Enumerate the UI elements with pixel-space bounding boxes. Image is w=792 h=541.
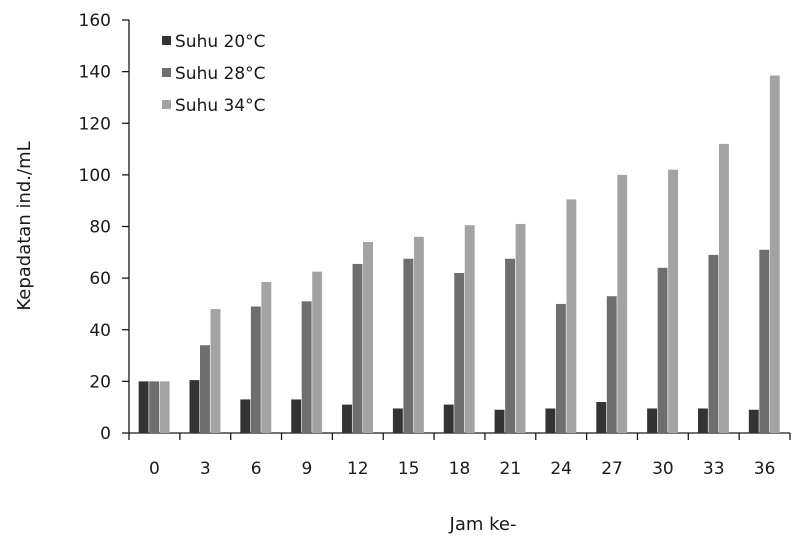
bar-s1-27 bbox=[606, 296, 617, 433]
legend: Suhu 20°C Suhu 28°C Suhu 34°C bbox=[162, 32, 266, 116]
x-tick-label: 27 bbox=[601, 459, 623, 479]
x-tick-label: 12 bbox=[347, 459, 369, 479]
y-tick-label: 100 bbox=[79, 166, 111, 186]
bar-s0-6 bbox=[240, 399, 251, 433]
bar-s2-12 bbox=[363, 241, 373, 433]
bar-s1-6 bbox=[250, 306, 261, 433]
bar-s2-21 bbox=[515, 223, 526, 433]
x-tick-label: 30 bbox=[652, 459, 674, 479]
bar-s1-18 bbox=[454, 272, 465, 433]
legend-swatch bbox=[162, 100, 171, 109]
x-tick-label: 24 bbox=[550, 459, 572, 479]
bar-s2-9 bbox=[312, 271, 323, 433]
bar-s1-0 bbox=[149, 381, 160, 433]
x-tick-label: 33 bbox=[703, 459, 725, 479]
y-tick-label: 0 bbox=[100, 424, 111, 444]
x-tick-label: 36 bbox=[754, 459, 776, 479]
bar-s2-36 bbox=[769, 75, 780, 433]
x-tick-label: 6 bbox=[251, 459, 262, 479]
bar-s0-15 bbox=[392, 408, 403, 433]
bar-s0-24 bbox=[545, 408, 556, 433]
bar-s2-24 bbox=[566, 199, 577, 433]
bar-s2-0 bbox=[159, 381, 170, 433]
bar-s0-33 bbox=[697, 408, 708, 433]
bar-s0-27 bbox=[596, 402, 607, 433]
y-tick-label: 40 bbox=[89, 321, 111, 341]
bar-s1-3 bbox=[200, 345, 210, 433]
y-axis-title: Kepadatan ind./mL bbox=[14, 141, 35, 310]
bar-s1-12 bbox=[352, 263, 363, 433]
bar-s2-27 bbox=[617, 174, 628, 433]
bar-s1-21 bbox=[505, 258, 515, 433]
legend-label: Suhu 34°C bbox=[175, 96, 266, 116]
legend-swatch bbox=[162, 36, 171, 45]
bar-s0-12 bbox=[342, 404, 352, 433]
bar-s0-21 bbox=[494, 409, 505, 433]
bar-s0-30 bbox=[647, 408, 658, 433]
legend-label: Suhu 28°C bbox=[175, 64, 266, 84]
x-tick-label: 0 bbox=[149, 459, 160, 479]
x-tick-label: 9 bbox=[302, 459, 313, 479]
bar-s2-33 bbox=[718, 143, 729, 433]
bar-s0-0 bbox=[138, 381, 149, 433]
bar-s0-18 bbox=[443, 404, 454, 433]
bar-s1-24 bbox=[555, 303, 566, 433]
bar-s2-6 bbox=[261, 281, 272, 433]
x-tick-label: 21 bbox=[500, 459, 522, 479]
legend-swatch bbox=[162, 68, 171, 77]
bar-s0-9 bbox=[291, 399, 302, 433]
bar-s2-18 bbox=[464, 225, 475, 433]
bar-s1-33 bbox=[708, 254, 719, 433]
y-axis: 0 20 40 60 80 100 120 140 160 bbox=[79, 11, 130, 444]
bar-s0-36 bbox=[748, 409, 759, 433]
x-axis-title: Jam ke- bbox=[449, 514, 517, 535]
bar-s1-36 bbox=[759, 249, 770, 433]
bar-s1-15 bbox=[403, 258, 414, 433]
x-tick-label: 3 bbox=[200, 459, 211, 479]
bar-s1-9 bbox=[301, 301, 312, 433]
x-axis: 0 3 6 9 12 15 18 21 24 27 30 33 36 bbox=[128, 432, 791, 479]
bar-s2-30 bbox=[668, 169, 679, 433]
y-tick-label: 120 bbox=[79, 114, 111, 134]
bar-s2-3 bbox=[210, 309, 221, 433]
y-tick-label: 140 bbox=[79, 63, 111, 83]
bar-s0-3 bbox=[189, 380, 200, 433]
bars bbox=[138, 75, 780, 433]
y-tick-label: 60 bbox=[89, 269, 111, 289]
x-tick-label: 15 bbox=[398, 459, 420, 479]
bar-s1-30 bbox=[657, 267, 668, 433]
y-tick-label: 160 bbox=[79, 11, 111, 31]
bar-s2-15 bbox=[413, 236, 424, 433]
y-tick-label: 80 bbox=[89, 218, 111, 238]
x-tick-label: 18 bbox=[449, 459, 471, 479]
y-tick-label: 20 bbox=[89, 372, 111, 392]
legend-label: Suhu 20°C bbox=[175, 32, 266, 52]
